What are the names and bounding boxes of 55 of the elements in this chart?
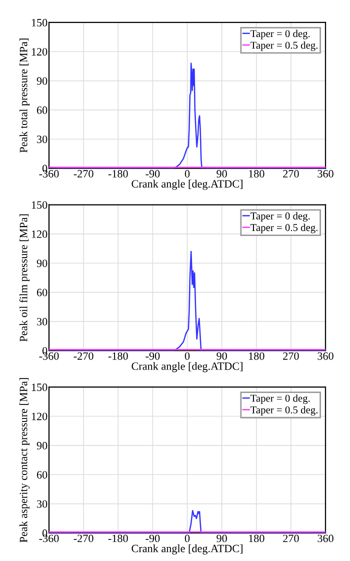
y-tick-label: 30 — [37, 318, 48, 326]
legend-label: Taper = 0 deg. — [250, 212, 310, 222]
y-tick-label: 60 — [36, 106, 48, 114]
x-tick-label: -270 — [74, 534, 94, 542]
legend-label: Taper = 0.5 deg. — [250, 224, 318, 234]
y-tick-label: 60 — [36, 471, 48, 479]
x-tick-label: -360 — [39, 170, 59, 178]
y-tick-label: 60 — [36, 288, 48, 296]
x-tick-label: -270 — [74, 170, 94, 178]
y-tick-label: 0 — [42, 529, 48, 537]
x-axis-title: Crank angle [deg.ATDC] — [132, 544, 242, 555]
x-tick-label: -90 — [146, 534, 160, 542]
x-tick-label: 270 — [283, 352, 299, 360]
x-tick-label: 180 — [249, 534, 264, 542]
y-axis-title: Peak oil film pressure [MPa] — [19, 214, 30, 342]
x-tick-label: 0 — [184, 534, 190, 542]
y-axis-title: Peak total pressure [MPa] — [19, 38, 30, 153]
legend-label: Taper = 0 deg. — [250, 394, 310, 404]
x-tick-label: 270 — [283, 170, 299, 178]
y-tick-label: 120 — [32, 412, 48, 420]
y-tick-label: 0 — [42, 164, 48, 172]
legend-label: Taper = 0 deg. — [250, 30, 310, 40]
y-tick-label: 90 — [36, 77, 48, 85]
y-tick-label: 90 — [36, 260, 48, 268]
x-tick-label: 0 — [184, 352, 190, 360]
y-tick-label: 120 — [32, 230, 48, 238]
x-tick-label: 90 — [216, 534, 227, 542]
y-tick-label: 30 — [37, 136, 48, 144]
x-tick-label: 360 — [318, 352, 334, 360]
x-tick-label: 90 — [216, 352, 227, 360]
x-tick-label: 270 — [283, 534, 299, 542]
x-tick-label: -90 — [146, 170, 160, 178]
x-tick-label: -180 — [108, 534, 128, 542]
x-tick-label: 360 — [318, 534, 334, 542]
y-tick-label: 120 — [32, 48, 48, 56]
x-tick-label: -180 — [108, 170, 128, 178]
y-tick-label: 150 — [32, 201, 48, 209]
x-tick-label: -180 — [108, 352, 128, 360]
x-tick-label: 180 — [249, 352, 264, 360]
y-tick-label: 90 — [36, 442, 48, 450]
y-tick-label: 150 — [32, 18, 48, 26]
y-axis-title: Peak asperity contact pressure [MPa] — [19, 378, 30, 542]
x-tick-label: -90 — [146, 352, 160, 360]
x-tick-label: 0 — [184, 170, 190, 178]
legend-label: Taper = 0.5 deg. — [250, 406, 318, 416]
y-tick-label: 150 — [32, 384, 48, 392]
x-tick-label: -270 — [74, 352, 94, 360]
x-tick-label: -360 — [39, 534, 59, 542]
x-axis-title: Crank angle [deg.ATDC] — [132, 362, 242, 372]
legend-label: Taper = 0.5 deg. — [250, 41, 318, 51]
y-tick-label: 30 — [37, 500, 48, 508]
x-tick-label: 360 — [318, 170, 334, 178]
x-axis-title: Crank angle [deg.ATDC] — [132, 180, 242, 190]
x-tick-label: 180 — [249, 170, 264, 178]
x-tick-label: 90 — [216, 170, 227, 178]
